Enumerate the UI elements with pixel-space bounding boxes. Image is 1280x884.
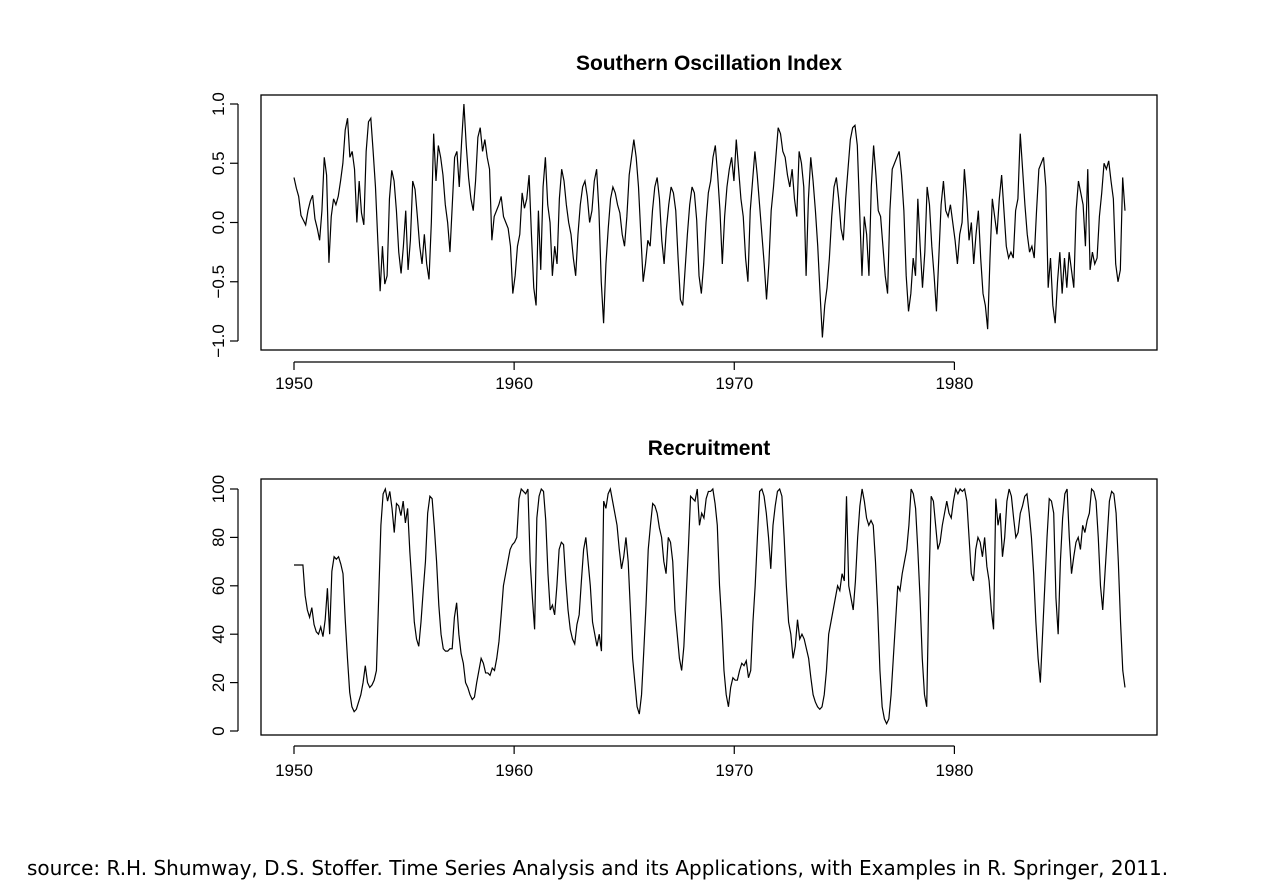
series-line [294,487,1126,726]
y-axis: 0 20 40 60 80 100 [209,475,239,736]
x-axis: 1950 1960 1970 1980 [275,361,973,393]
y-tick-label: 0 [209,726,228,735]
x-tick-label: 1970 [715,374,753,393]
y-tick-label: 0.0 [209,211,228,235]
x-tick-label: 1950 [275,374,313,393]
plot-frame [260,94,1158,351]
y-tick-label: 0.5 [209,151,228,175]
recruitment-chart: Recruitment 1950 1960 1970 1980 0 20 40 60 80 10… [209,437,1158,780]
chart-title: Recruitment [648,437,771,460]
y-tick-label: 1.0 [209,92,228,116]
y-tick-label: 100 [209,475,228,503]
chart-title: Southern Oscillation Index [576,52,842,75]
y-tick-label: 20 [209,673,228,692]
x-tick-label: 1970 [715,761,753,780]
plot-frame [260,478,1158,736]
x-tick-label: 1980 [935,374,973,393]
y-tick-label: −0.5 [209,265,228,299]
y-tick-label: 40 [209,625,228,644]
soi-chart: Southern Oscillation Index 1950 1960 1970 1… [209,52,1158,393]
x-tick-label: 1980 [935,761,973,780]
y-tick-label: 60 [209,576,228,595]
x-tick-label: 1960 [495,761,533,780]
y-tick-label: 80 [209,528,228,547]
x-tick-label: 1950 [275,761,313,780]
x-axis: 1950 1960 1970 1980 [275,745,973,780]
source-note: source: R.H. Shumway, D.S. Stoffer. Time… [27,856,1169,880]
x-tick-label: 1960 [495,374,533,393]
y-tick-label: −1.0 [209,324,228,358]
series-line [293,103,1126,338]
y-axis: −1.0 −0.5 0.0 0.5 1.0 [209,92,239,358]
